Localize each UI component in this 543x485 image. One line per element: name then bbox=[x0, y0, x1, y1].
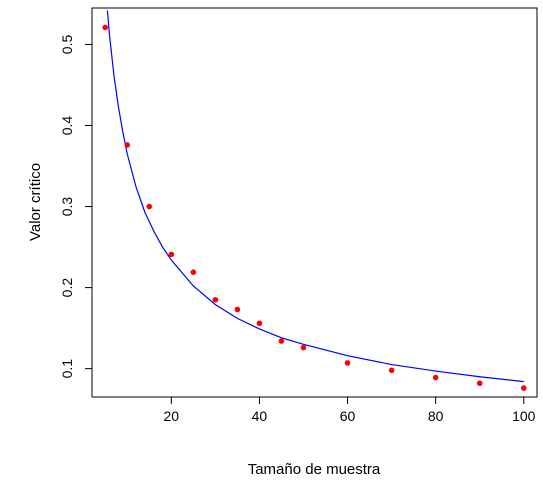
y-tick-label: 0.2 bbox=[59, 278, 75, 298]
data-point bbox=[300, 344, 307, 351]
x-tick-label: 40 bbox=[252, 408, 268, 424]
plot-frame bbox=[91, 7, 538, 398]
x-tick-label: 60 bbox=[340, 408, 356, 424]
x-axis-title: Tamaño de muestra bbox=[248, 461, 381, 478]
fitted-curve-layer bbox=[106, 10, 524, 383]
data-point bbox=[146, 203, 153, 210]
data-point bbox=[124, 142, 131, 148]
data-point bbox=[234, 306, 241, 313]
data-point bbox=[102, 24, 109, 31]
data-point bbox=[190, 269, 197, 275]
data-point bbox=[388, 367, 395, 374]
data-point bbox=[344, 360, 351, 366]
data-point bbox=[278, 338, 285, 344]
x-axis: 20 40 60 80 100 bbox=[164, 396, 536, 424]
data-point bbox=[168, 251, 175, 258]
y-tick-label: 0.5 bbox=[59, 35, 75, 55]
y-tick-label: 0.4 bbox=[59, 116, 75, 136]
y-tick-label: 0.1 bbox=[59, 359, 75, 379]
data-points-layer bbox=[102, 24, 527, 391]
y-axis: 0.1 0.2 0.3 0.4 0.5 bbox=[59, 35, 93, 379]
fitted-curve-line bbox=[106, 10, 524, 383]
data-point bbox=[520, 385, 527, 391]
data-point bbox=[256, 320, 263, 327]
y-tick-label: 0.3 bbox=[59, 197, 75, 217]
data-point bbox=[476, 380, 483, 387]
x-tick-label: 100 bbox=[512, 408, 536, 424]
x-tick-label: 80 bbox=[428, 408, 444, 424]
x-tick-label: 20 bbox=[164, 408, 180, 424]
y-axis-title: Valor crítico bbox=[27, 163, 44, 241]
data-point bbox=[212, 296, 219, 303]
data-point bbox=[432, 374, 439, 381]
